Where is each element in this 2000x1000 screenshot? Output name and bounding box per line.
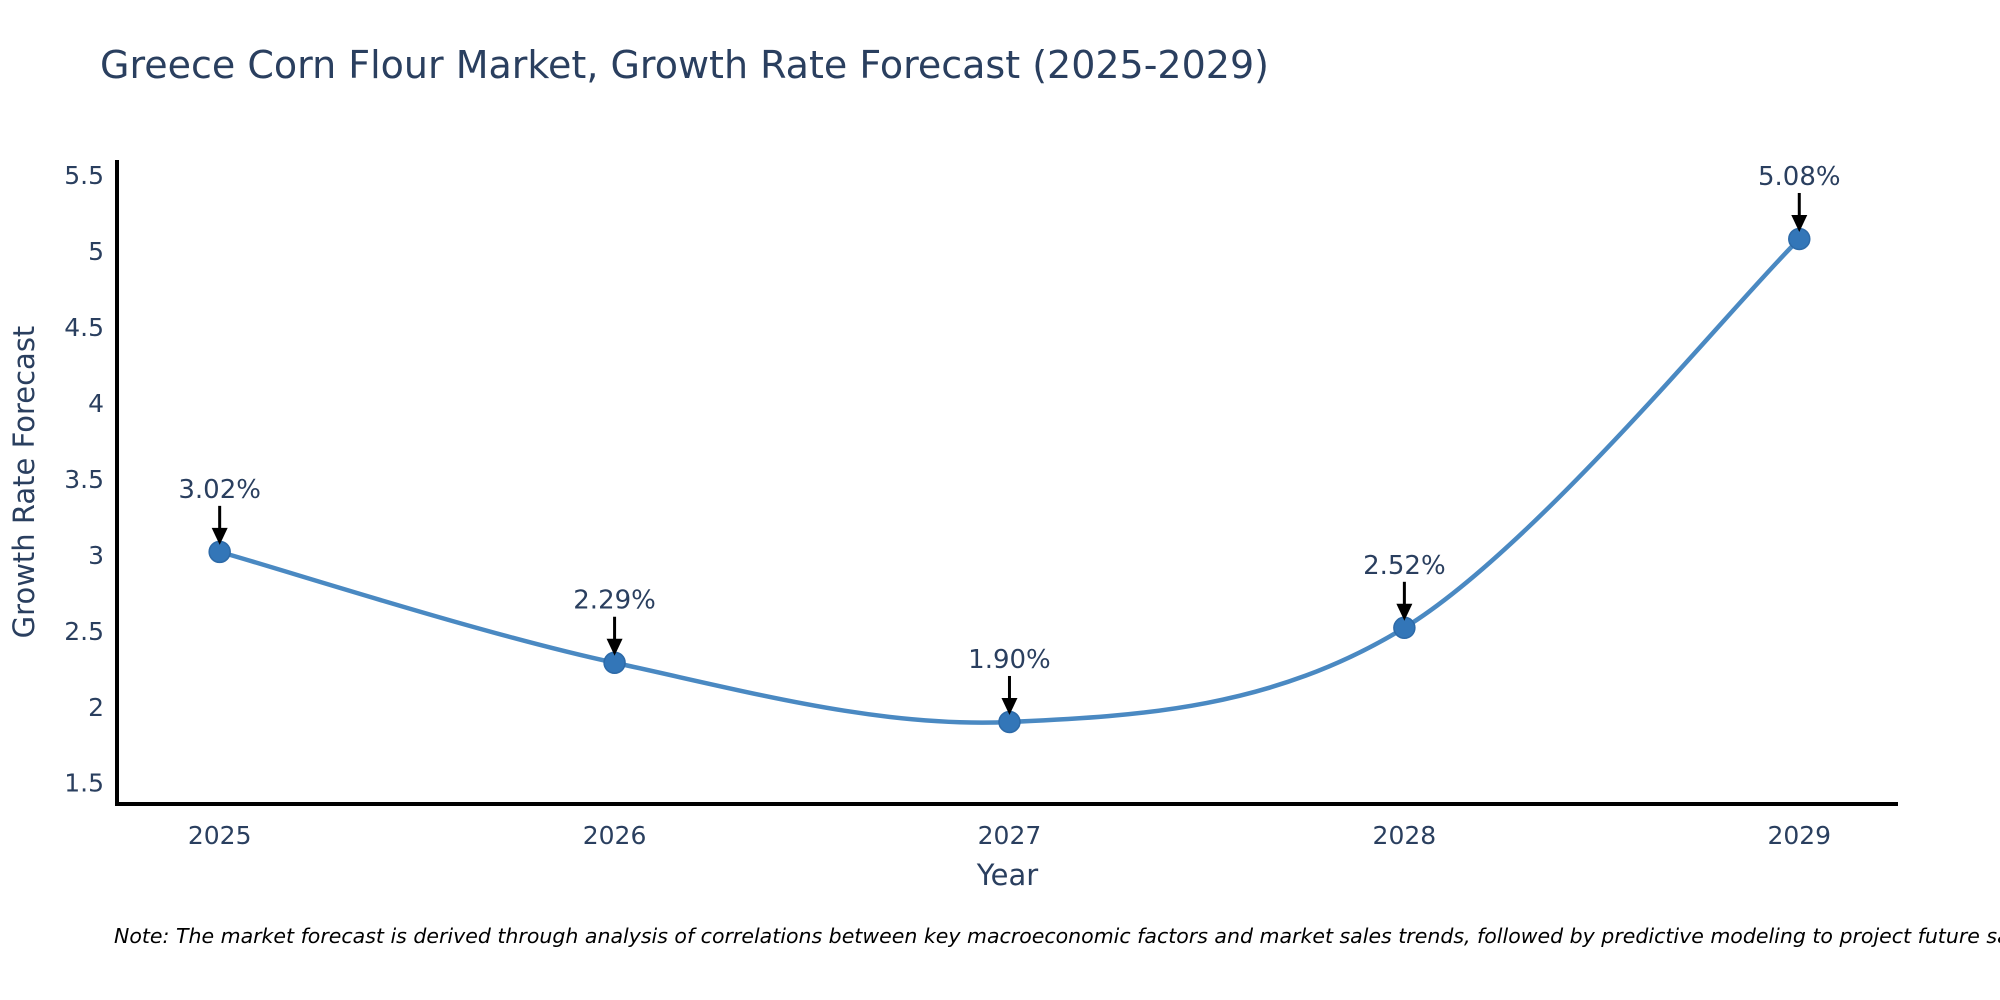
- x-tick-label: 2029: [1767, 821, 1831, 850]
- y-tick-label: 5.5: [64, 161, 104, 190]
- x-tick-label: 2026: [583, 821, 647, 850]
- annotation-label: 5.08%: [1758, 162, 1841, 192]
- annotation-label: 2.52%: [1363, 551, 1446, 581]
- y-tick-label: 2.5: [64, 617, 104, 646]
- annotation-label: 2.29%: [573, 586, 656, 616]
- annotation-arrow-head: [211, 527, 228, 545]
- y-tick-label: 3: [88, 541, 104, 570]
- annotation-arrow-head: [1001, 697, 1018, 715]
- y-tick-label: 1.5: [64, 769, 104, 798]
- y-tick-label: 4.5: [64, 313, 104, 342]
- chart-footnote: Note: The market forecast is derived thr…: [114, 924, 2000, 948]
- y-tick-label: 5: [88, 237, 104, 266]
- y-tick-label: 3.5: [64, 465, 104, 494]
- annotation-arrow-head: [1791, 214, 1808, 232]
- annotation-arrow-head: [606, 638, 623, 656]
- x-tick-label: 2027: [978, 821, 1042, 850]
- chart-title: Greece Corn Flour Market, Growth Rate Fo…: [100, 43, 1269, 87]
- x-tick-label: 2025: [188, 821, 252, 850]
- y-tick-label: 4: [88, 389, 104, 418]
- annotation-label: 3.02%: [178, 475, 261, 505]
- x-tick-label: 2028: [1373, 821, 1437, 850]
- y-tick-label: 2: [88, 693, 104, 722]
- x-axis-title: Year: [976, 858, 1039, 892]
- annotation-arrow-head: [1396, 603, 1413, 621]
- annotation-label: 1.90%: [968, 645, 1051, 675]
